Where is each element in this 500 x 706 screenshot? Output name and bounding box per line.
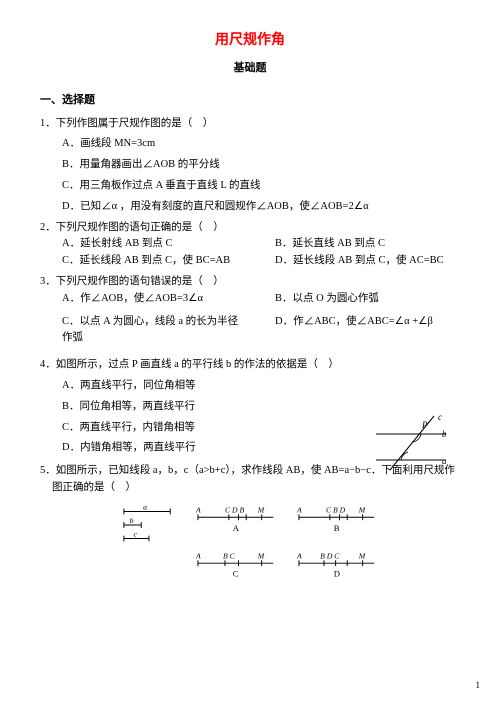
- label-P: P: [421, 420, 428, 430]
- page-number: 1: [476, 678, 481, 692]
- svg-text:C D B: C D B: [225, 505, 245, 514]
- q2-A: A．延长射线 AB 到点 C: [62, 236, 247, 253]
- question-3: 3．下列尺规作图的语句错误的是（ ） A．作∠AOB，使∠AOB=3∠α B．以…: [40, 274, 460, 347]
- svg-text:B D C: B D C: [320, 551, 340, 560]
- q1-A: A．画线段 MN=3cm: [62, 136, 460, 153]
- q2-C: C．延长线段 AB 到点 C，使 BC=AB: [62, 253, 247, 270]
- option-A-diagram-icon: A C D B M A: [196, 503, 279, 547]
- svg-text:A: A: [196, 505, 201, 514]
- svg-text:B C: B C: [223, 551, 236, 560]
- q1-B: B．用量角器画出∠AOB 的平分线: [62, 157, 460, 174]
- svg-text:A: A: [233, 523, 240, 533]
- svg-text:M: M: [257, 551, 265, 560]
- q4-stem: 4．如图所示，过点 P 画直线 a 的平行线 b 的作法的依据是（ ）: [40, 357, 460, 374]
- svg-text:C B D: C B D: [326, 505, 346, 514]
- question-2: 2．下列尺规作图的语句正确的是（ ） A．延长射线 AB 到点 C B．延长直线…: [40, 220, 460, 270]
- option-C-diagram-icon: A B C M C: [196, 549, 279, 587]
- svg-text:M: M: [358, 551, 366, 560]
- option-B-diagram-icon: A C B D M B: [297, 503, 380, 547]
- svg-text:b: b: [130, 516, 134, 525]
- question-1: 1．下列作图属于尺规作图的是（ ） A．画线段 MN=3cm B．用量角器画出∠…: [40, 116, 460, 216]
- section-heading: 一、选择题: [40, 92, 460, 110]
- q3-B: B．以点 O 为圆心作弧: [275, 291, 460, 308]
- svg-text:c: c: [134, 529, 138, 538]
- q1-options: A．画线段 MN=3cm B．用量角器画出∠AOB 的平分线 C．用三角板作过点…: [40, 136, 460, 215]
- q1-stem: 1．下列作图属于尺规作图的是（ ）: [40, 116, 460, 133]
- svg-text:A: A: [297, 505, 302, 514]
- q4-A: A．两直线平行，同位角相等: [62, 378, 460, 395]
- given-segments-icon: a b c: [120, 503, 178, 547]
- svg-text:a: a: [143, 503, 147, 512]
- q1-C: C．用三角板作过点 A 垂直于直线 L 的直线: [62, 178, 460, 195]
- q2-stem: 2．下列尺规作图的语句正确的是（ ）: [40, 220, 460, 237]
- q1-D: D．已知∠α ，用没有刻度的直尺和圆规作∠AOB，使∠AOB=2∠α: [62, 199, 460, 216]
- label-c: c: [438, 412, 442, 422]
- svg-text:B: B: [334, 523, 340, 533]
- svg-text:A: A: [196, 551, 201, 560]
- q2-B: B．延长直线 AB 到点 C: [275, 236, 460, 253]
- q4-figure: P c b a: [372, 412, 450, 474]
- svg-text:M: M: [358, 505, 366, 514]
- q3-stem: 3．下列尺规作图的语句错误的是（ ）: [40, 274, 460, 291]
- q2-D: D．延长线段 AB 到点 C，使 AC=BC: [275, 253, 460, 270]
- svg-text:A: A: [297, 551, 302, 560]
- page-title: 用尺规作角: [40, 30, 460, 52]
- label-a: a: [442, 456, 447, 466]
- q2-options: A．延长射线 AB 到点 C B．延长直线 AB 到点 C C．延长线段 AB …: [40, 236, 460, 270]
- page-subtitle: 基础题: [40, 60, 460, 78]
- svg-text:D: D: [334, 568, 340, 578]
- label-b: b: [442, 429, 447, 439]
- option-D-diagram-icon: A B D C M D: [297, 549, 380, 587]
- q3-options: A．作∠AOB，使∠AOB=3∠α B．以点 O 为圆心作弧 C．以点 A 为圆…: [40, 291, 460, 347]
- parallel-lines-diagram-icon: P c b a: [372, 412, 450, 474]
- q3-C: C．以点 A 为圆心，线段 a 的长为半径作弧: [62, 314, 247, 348]
- svg-text:C: C: [233, 568, 239, 578]
- svg-text:M: M: [257, 505, 265, 514]
- q5-stem-line2: 图正确的是（ ）: [40, 480, 460, 497]
- q3-D: D．作∠ABC，使∠ABC=∠α +∠β: [275, 314, 460, 348]
- q5-figure: a b c A C D B M A: [120, 503, 380, 587]
- q3-A: A．作∠AOB，使∠AOB=3∠α: [62, 291, 247, 308]
